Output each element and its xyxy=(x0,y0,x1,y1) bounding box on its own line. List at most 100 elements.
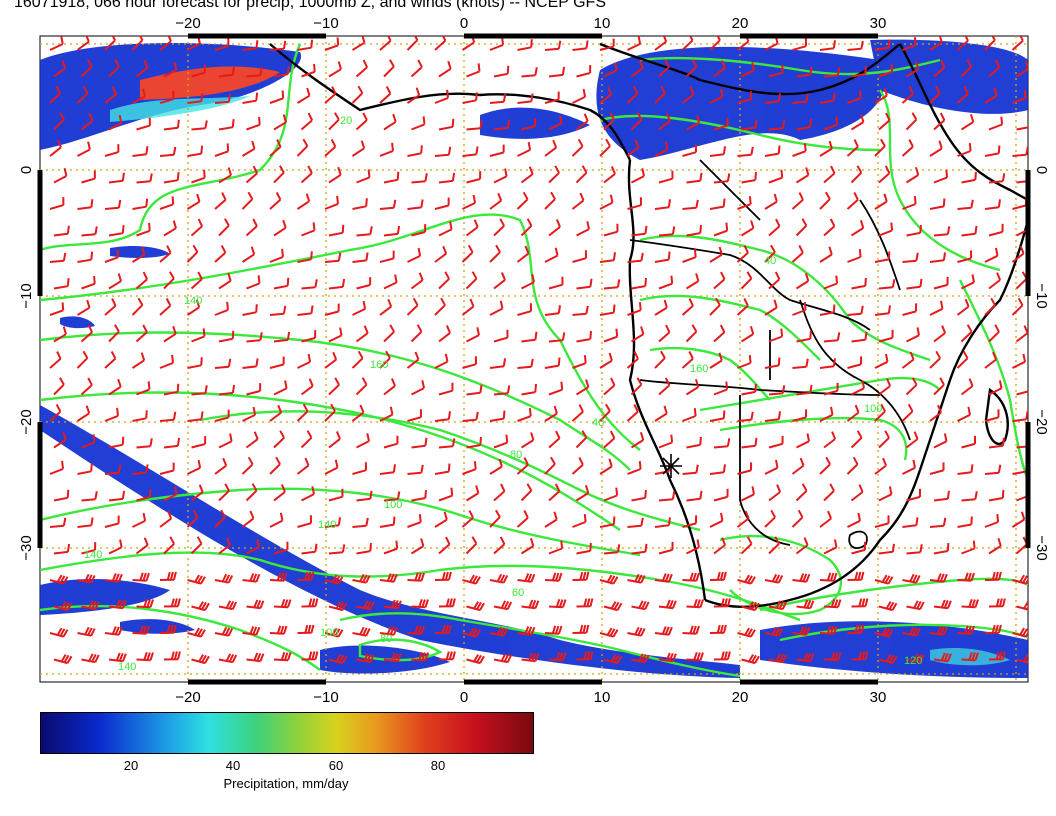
wind-barb xyxy=(764,509,776,528)
wind-barb xyxy=(159,624,177,634)
wind-barb xyxy=(434,463,451,475)
wind-barb xyxy=(713,488,729,502)
wind-barb xyxy=(521,67,538,78)
wind-barb xyxy=(273,541,289,555)
wind-barb xyxy=(905,167,920,184)
wind-barb xyxy=(297,305,314,316)
wind-barb xyxy=(241,191,254,210)
wind-barb xyxy=(132,146,149,157)
wind-barb xyxy=(846,139,859,157)
wind-barb xyxy=(929,85,941,104)
wind-barb xyxy=(269,625,288,635)
wind-barb xyxy=(988,173,1006,184)
wind-barb xyxy=(296,87,311,104)
wind-barb xyxy=(104,573,123,583)
wind-barb xyxy=(465,485,480,502)
wind-barb xyxy=(383,274,398,290)
wind-barb xyxy=(984,297,996,316)
wind-barb xyxy=(957,572,975,582)
wind-barb xyxy=(246,599,265,610)
wind-barb xyxy=(461,298,475,316)
wind-barb xyxy=(737,411,754,422)
wind-barb xyxy=(218,433,233,449)
wind-barb xyxy=(434,511,448,528)
wind-barb xyxy=(847,356,863,369)
wind-barb xyxy=(658,170,674,184)
wind-barb xyxy=(53,654,73,665)
wind-barb xyxy=(379,350,391,369)
wind-barb xyxy=(49,252,67,263)
wind-barb xyxy=(823,67,841,78)
wind-barb xyxy=(190,536,203,555)
wind-barb xyxy=(186,244,199,263)
wind-barb xyxy=(355,377,368,396)
wind-barb xyxy=(301,651,319,661)
wind-barb xyxy=(850,165,863,184)
wind-barb xyxy=(792,38,807,51)
wind-barb xyxy=(49,351,62,369)
wind-barb xyxy=(819,246,833,263)
wind-barb xyxy=(1016,390,1028,396)
wind-barb xyxy=(1016,445,1028,449)
wind-barb xyxy=(603,544,621,555)
wind-barb xyxy=(104,626,123,636)
wind-barb xyxy=(49,36,64,51)
wind-barb xyxy=(191,654,210,665)
wind-barb xyxy=(713,651,731,661)
wind-barb xyxy=(764,244,776,263)
wind-barb xyxy=(516,510,529,528)
wind-barb xyxy=(191,120,208,131)
lon-tick-label: 30 xyxy=(870,15,887,32)
wind-barb xyxy=(796,119,812,131)
wind-barb xyxy=(356,600,375,611)
wind-barb xyxy=(132,198,149,210)
wind-barb xyxy=(796,433,810,449)
wind-barb xyxy=(190,484,204,502)
wind-barb xyxy=(957,625,975,635)
wind-barb xyxy=(933,226,951,237)
wind-barb xyxy=(544,40,562,51)
wind-barb xyxy=(851,380,865,396)
wind-barb xyxy=(686,490,703,502)
wind-barb xyxy=(406,36,419,51)
wind-barb xyxy=(599,86,613,104)
wind-barb xyxy=(434,411,451,422)
wind-barb xyxy=(741,486,755,502)
wind-barb xyxy=(301,279,318,290)
wind-barb xyxy=(462,627,481,638)
wind-barb xyxy=(984,513,1000,528)
coast-west-africa xyxy=(269,43,632,161)
wind-barb xyxy=(764,411,781,422)
wind-barb xyxy=(576,331,592,343)
wind-barb xyxy=(190,271,203,290)
wind-barb xyxy=(572,250,587,263)
wind-barb xyxy=(81,275,96,290)
wind-barb xyxy=(682,407,697,422)
wind-barb xyxy=(489,144,505,157)
wind-barb xyxy=(466,384,483,396)
wind-barb xyxy=(516,191,529,210)
wind-barb xyxy=(407,464,424,475)
wind-barb xyxy=(874,515,890,528)
wind-barb xyxy=(544,511,558,528)
wind-barb xyxy=(685,379,700,396)
wind-barb xyxy=(218,119,235,131)
wind-barb xyxy=(489,358,506,369)
wind-barb xyxy=(434,146,452,157)
wind-barb xyxy=(53,431,67,449)
wind-barb xyxy=(682,515,698,528)
lon-tick-label: −10 xyxy=(313,15,338,32)
wind-barb xyxy=(493,272,506,290)
wind-barb xyxy=(988,272,1002,290)
wind-barb xyxy=(741,383,757,396)
wind-barb xyxy=(764,357,781,369)
wind-barb xyxy=(411,437,428,449)
wind-barb xyxy=(627,302,642,316)
wind-barb xyxy=(929,198,946,210)
wind-barb xyxy=(768,484,782,502)
wind-barb xyxy=(273,165,285,184)
wind-barb xyxy=(741,437,758,449)
wind-barb xyxy=(493,168,508,184)
wind-barb xyxy=(214,245,227,263)
wind-barb xyxy=(878,601,898,612)
